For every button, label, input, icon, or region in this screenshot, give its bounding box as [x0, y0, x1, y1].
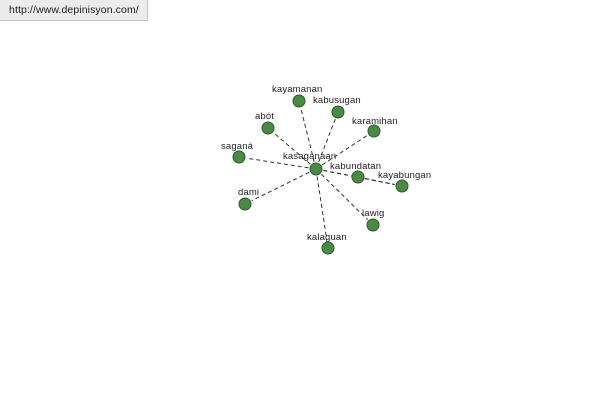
graph-node-lawig[interactable] [366, 218, 380, 232]
graph-node-kabusugan[interactable] [331, 105, 345, 119]
graph-edge [273, 132, 311, 165]
graph-node-kalaguan[interactable] [321, 241, 335, 255]
graph-node-sagana[interactable] [232, 150, 246, 164]
graph-node-label-abot[interactable]: abót [255, 111, 274, 122]
graph-node-label-kasaganaan[interactable]: kasaganaan [283, 151, 336, 162]
graph-edge [300, 108, 315, 162]
graph-edge [251, 171, 310, 202]
graph-node-label-kayabungan[interactable]: kayabungan [378, 170, 431, 181]
browser-url-text: http://www.depinisyon.com/ [9, 4, 139, 16]
graph-node-label-kabundatan[interactable]: kabundatan [330, 161, 381, 172]
graph-node-label-kayamanan[interactable]: kayamanan [272, 84, 322, 95]
graph-edge [316, 176, 328, 241]
graph-node-label-dami[interactable]: dami [238, 187, 259, 198]
graph-node-kayamanan[interactable] [292, 94, 306, 108]
graph-node-abot[interactable] [261, 121, 275, 135]
graph-node-label-sagana[interactable]: saganá [221, 141, 254, 152]
browser-url-bar[interactable]: http://www.depinisyon.com/ [0, 0, 148, 21]
graph-edge [318, 118, 336, 163]
graph-edge [365, 178, 395, 185]
graph-edge [321, 134, 369, 166]
graph-node-label-kabusugan[interactable]: kabusugan [313, 95, 361, 106]
graph-node-karamihan[interactable] [367, 124, 381, 138]
graph-node-label-lawig[interactable]: lawig [362, 208, 384, 219]
graph-edge [320, 173, 369, 221]
graph-node-kasaganaan[interactable] [309, 162, 323, 176]
graph-node-label-kalaguan[interactable]: kalaguan [307, 232, 347, 243]
graph-node-kayabungan[interactable] [395, 179, 409, 193]
graph-node-kabundatan[interactable] [351, 170, 365, 184]
graph-node-layer [232, 94, 409, 255]
graph-node-label-karamihan[interactable]: karamihan [352, 116, 398, 127]
graph-node-dami[interactable] [238, 197, 252, 211]
graph-edge [246, 157, 309, 169]
